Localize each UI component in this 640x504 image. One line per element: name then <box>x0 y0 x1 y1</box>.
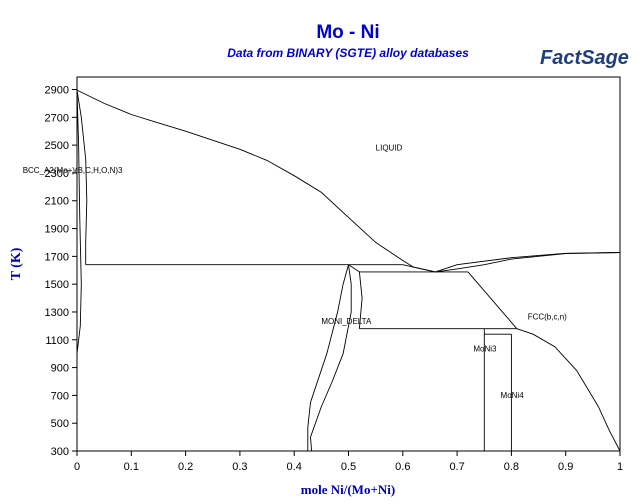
x-tick-label: 0.7 <box>449 461 464 473</box>
x-tick-label: 0.2 <box>178 461 193 473</box>
x-tick-label: 0.4 <box>287 461 302 473</box>
y-tick-label: 2300 <box>45 168 69 180</box>
x-tick-label: 1 <box>617 461 623 473</box>
x-tick-label: 0.8 <box>504 461 519 473</box>
phase-boundary-line <box>435 252 621 273</box>
y-tick-label: 700 <box>51 390 69 402</box>
y-tick-label: 300 <box>51 446 69 458</box>
y-tick-label: 2100 <box>45 196 69 208</box>
y-tick-label: 2700 <box>45 112 69 124</box>
x-axis-ticks: 0 0.1 0.2 0.3 0.4 0.5 0.6 0.7 0.8 0.9 1 <box>74 451 623 473</box>
y-tick-label: 900 <box>51 363 69 375</box>
x-tick-label: 0.1 <box>124 461 139 473</box>
phase-boundary-line <box>76 90 82 354</box>
phase-boundary-line <box>516 328 621 452</box>
phase-boundary-line <box>467 271 518 329</box>
phase-boundaries <box>76 89 621 452</box>
factsage-logo: FactSage <box>540 47 629 69</box>
y-axis-label: T (K) <box>9 247 24 280</box>
phase-boundary-line <box>348 264 436 273</box>
plot-frame <box>76 76 621 452</box>
phase-label: MONI_DELTA <box>321 317 372 326</box>
y-tick-label: 1100 <box>45 335 69 347</box>
phase-label: BCC_A2(Mo+)(B,C,H,O,N)3 <box>23 166 123 175</box>
y-axis-ticks: 2900 2700 2500 2300 2100 1900 1700 1500 1300 1100… <box>45 85 77 458</box>
x-tick-label: 0 <box>74 461 80 473</box>
phase-boundary-line <box>348 264 363 329</box>
x-tick-label: 0.9 <box>558 461 573 473</box>
x-axis-label: mole Ni/(Mo+Ni) <box>301 482 395 497</box>
y-tick-label: 500 <box>51 418 69 430</box>
x-tick-label: 0.6 <box>395 461 410 473</box>
phase-boundary-line <box>76 89 436 273</box>
phase-label: MoNi3 <box>473 345 497 354</box>
phase-boundary-line <box>307 264 349 451</box>
y-tick-label: 1300 <box>45 307 69 319</box>
x-tick-label: 0.3 <box>232 461 247 473</box>
y-tick-label: 1500 <box>45 279 69 291</box>
phase-label: FCC(b,c,n) <box>528 313 567 322</box>
phase-boundary-line <box>76 90 88 265</box>
phase-boundary-line <box>435 252 621 273</box>
factsage-logo-text: FactSage <box>540 47 629 69</box>
y-tick-label: 1900 <box>45 224 69 236</box>
chart-title: Mo - Ni <box>316 22 379 43</box>
phase-boundary-line <box>310 264 352 452</box>
phase-region-labels: LIQUID BCC_A2(Mo+)(B,C,H,O,N)3 MONI_DELTA F… <box>23 144 567 400</box>
y-tick-label: 1700 <box>45 251 69 263</box>
phase-label: LIQUID <box>376 144 403 153</box>
x-tick-label: 0.5 <box>341 461 356 473</box>
chart-subtitle: Data from BINARY (SGTE) alloy databases <box>227 46 469 60</box>
y-tick-label: 2500 <box>45 140 69 152</box>
y-tick-label: 2900 <box>45 85 69 97</box>
phase-label: MoNi4 <box>501 391 525 400</box>
